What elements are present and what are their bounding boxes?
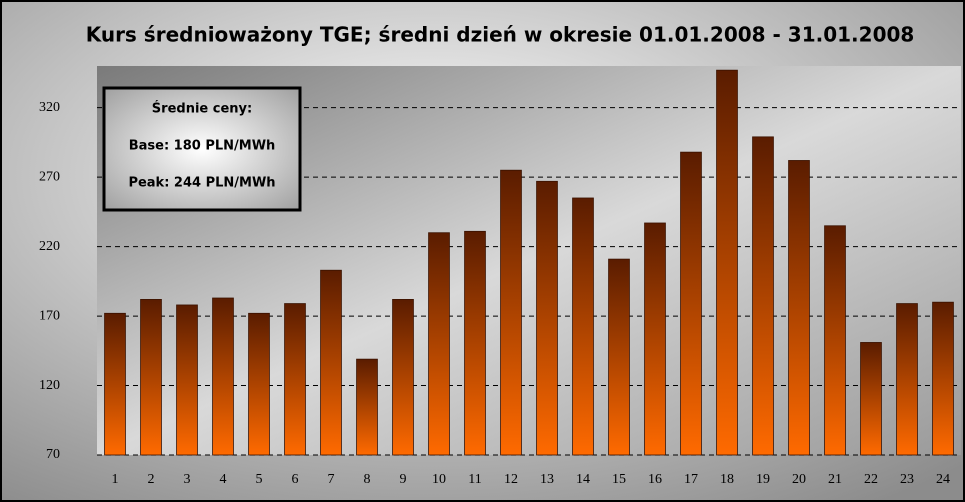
- annotation: Peak: 244 PLN/MWh: [128, 176, 275, 191]
- y-tick-label: 120: [39, 378, 60, 393]
- x-tick-label: 11: [468, 472, 481, 487]
- x-tick-label: 15: [612, 472, 626, 487]
- annotation-box: [102, 86, 302, 212]
- x-tick-label: 4: [220, 472, 227, 487]
- annotation: Base: 180 PLN/MWh: [129, 139, 276, 154]
- bar: [680, 151, 702, 456]
- y-tick-label: 70: [46, 447, 60, 462]
- x-tick-label: 14: [576, 472, 590, 487]
- bar: [824, 225, 846, 456]
- bar: [392, 298, 414, 456]
- x-tick-label: 23: [900, 472, 914, 487]
- y-tick-label: 220: [39, 239, 60, 254]
- y-tick-label: 270: [39, 169, 60, 184]
- x-tick-label: 19: [756, 472, 770, 487]
- bar: [248, 312, 270, 456]
- bar: [932, 301, 954, 456]
- x-tick-label: 7: [328, 472, 335, 487]
- bar: [320, 269, 342, 456]
- x-tick-label: 8: [364, 472, 371, 487]
- bar: [896, 303, 918, 456]
- bar: [500, 169, 522, 456]
- y-tick-label: 170: [39, 308, 60, 323]
- bar: [608, 258, 630, 456]
- bar: [752, 136, 774, 456]
- x-tick-label: 21: [828, 472, 842, 487]
- x-tick-label: 2: [148, 472, 155, 487]
- x-tick-label: 18: [720, 472, 734, 487]
- x-tick-label: 22: [864, 472, 878, 487]
- bar: [788, 160, 810, 456]
- y-tick-label: 320: [39, 100, 60, 115]
- bar: [104, 312, 126, 456]
- bar: [716, 69, 738, 456]
- bar: [284, 303, 306, 456]
- x-tick-label: 6: [292, 472, 299, 487]
- bar: [572, 197, 594, 456]
- x-tick-label: 16: [648, 472, 662, 487]
- x-tick-label: 9: [400, 472, 407, 487]
- bar: [536, 180, 558, 456]
- x-tick-label: 10: [432, 472, 446, 487]
- x-tick-label: 20: [792, 472, 806, 487]
- annotation: Średnie ceny:: [152, 101, 252, 117]
- x-tick-label: 12: [504, 472, 518, 487]
- x-tick-label: 1: [112, 472, 119, 487]
- x-tick-label: 5: [256, 472, 263, 487]
- bar: [644, 222, 666, 456]
- x-tick-label: 3: [184, 472, 191, 487]
- bar: [464, 230, 486, 456]
- bar: [428, 232, 450, 456]
- x-tick-label: 13: [540, 472, 554, 487]
- bar: [176, 304, 198, 456]
- x-tick-label: 24: [936, 472, 950, 487]
- bar: [860, 342, 882, 456]
- bar: [356, 358, 378, 456]
- x-tick-label: 17: [684, 472, 698, 487]
- bar: [212, 297, 234, 456]
- chart-title: Kurs średnioważony TGE; średni dzień w o…: [86, 23, 915, 47]
- bar: [140, 298, 162, 456]
